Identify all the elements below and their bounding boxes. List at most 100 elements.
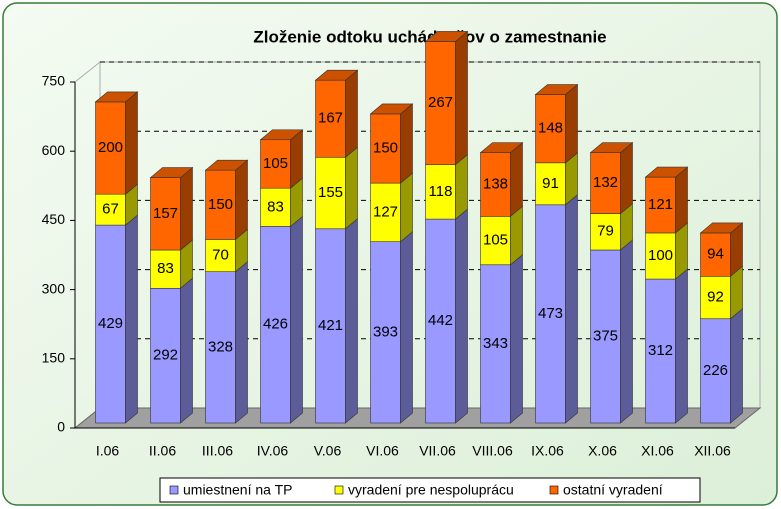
- bar-side: [180, 277, 193, 424]
- data-label: 226: [703, 362, 728, 379]
- bar-segment: [260, 177, 303, 228]
- bar-side: [235, 159, 248, 241]
- data-label: 83: [157, 260, 174, 277]
- bar-side: [620, 239, 633, 424]
- data-label: 292: [153, 347, 178, 364]
- data-label: 155: [318, 184, 343, 201]
- bar-segment: [315, 146, 358, 230]
- bar-side: [235, 261, 248, 424]
- x-tick-label: VII.06: [419, 443, 456, 459]
- bar-front: [260, 226, 291, 424]
- chart-title: Zloženie odtoku uchádzačov o zamestnanie: [253, 27, 606, 46]
- bar-segment: [480, 205, 523, 266]
- x-tick-label: I.06: [96, 443, 120, 459]
- x-tick-label: V.06: [314, 443, 342, 459]
- bar-front: [150, 287, 181, 424]
- bar-side: [400, 231, 413, 424]
- bar-segment: [370, 231, 413, 424]
- bar-segment: [425, 208, 468, 424]
- bar-side: [455, 154, 468, 220]
- bar-segment: [370, 172, 413, 243]
- legend-label: umiestnení na TP: [183, 482, 292, 498]
- data-label: 148: [538, 120, 563, 137]
- bar-side: [565, 194, 578, 424]
- data-label: 105: [263, 155, 288, 172]
- y-tick-label: 600: [42, 142, 66, 158]
- bar-segment: [205, 261, 248, 424]
- bar-segment: [369, 103, 414, 184]
- bar-segment: [424, 30, 469, 166]
- bar-top: [149, 167, 194, 178]
- bar-top: [94, 91, 139, 103]
- bar-top: [479, 142, 524, 153]
- bar-front: [205, 239, 236, 272]
- bar-top: [259, 129, 304, 141]
- data-label: 150: [208, 196, 233, 213]
- bar-segment: [479, 142, 524, 217]
- bar-side: [565, 83, 578, 164]
- bar-segment: [645, 268, 688, 424]
- bar-front: [425, 218, 456, 424]
- bar-segment: [149, 166, 194, 251]
- bar-front: [700, 318, 731, 424]
- bar-side: [675, 166, 688, 234]
- data-label: 421: [318, 317, 343, 334]
- data-label: 121: [648, 196, 673, 213]
- bar-top: [314, 69, 359, 81]
- bar-front: [205, 169, 236, 240]
- bar-front: [95, 193, 126, 226]
- data-label: 375: [593, 327, 618, 344]
- bar-segment: [425, 154, 468, 220]
- data-label: 426: [263, 316, 288, 333]
- data-label: 429: [98, 315, 123, 332]
- bar-front: [590, 213, 621, 251]
- bar-segment: [150, 239, 193, 289]
- bar-side: [510, 254, 523, 424]
- bar-segment: [589, 142, 634, 215]
- bar-side: [345, 146, 358, 230]
- bar-segment: [645, 222, 688, 280]
- legend-box: [159, 477, 701, 503]
- bar-side: [620, 142, 633, 215]
- data-label: 105: [483, 232, 508, 249]
- bar-front: [150, 249, 181, 289]
- bar-side: [455, 208, 468, 424]
- y-tick-label: 0: [57, 419, 65, 435]
- bar-side: [125, 91, 138, 195]
- bar-top: [589, 142, 634, 153]
- bar-front: [425, 164, 456, 220]
- bar-segment: [260, 215, 303, 424]
- legend-swatch: [334, 485, 344, 495]
- y-tick-label: 450: [42, 211, 66, 227]
- data-label: 118: [429, 183, 453, 200]
- bar-side: [510, 142, 523, 217]
- x-tick-label: VI.06: [366, 443, 399, 459]
- x-tick-label: IV.06: [257, 443, 289, 459]
- bar-side: [400, 172, 413, 243]
- data-label: 442: [428, 312, 453, 329]
- data-label: 92: [707, 288, 724, 305]
- data-label: 167: [318, 110, 343, 127]
- data-label: 70: [212, 247, 229, 264]
- x-tick-label: XI.06: [641, 443, 674, 459]
- bar-front: [480, 152, 511, 217]
- bar-segment: [205, 228, 248, 273]
- bar-segment: [535, 194, 578, 424]
- bar-segment: [699, 222, 744, 277]
- bar-segment: [480, 254, 523, 424]
- bar-front: [645, 232, 676, 280]
- bar-segment: [314, 69, 359, 158]
- bar-front: [590, 249, 621, 424]
- bar-segment: [535, 152, 578, 206]
- bar-segment: [204, 159, 249, 241]
- bar-top: [699, 222, 744, 234]
- bar-front: [150, 177, 181, 251]
- bar-front: [205, 271, 236, 424]
- data-label: 157: [153, 205, 178, 222]
- y-tick-label: 150: [42, 350, 66, 366]
- bar-side: [730, 308, 743, 424]
- data-label: 328: [208, 338, 233, 355]
- bar-side: [180, 166, 193, 251]
- bar-side: [125, 214, 138, 424]
- bar-front: [480, 216, 511, 266]
